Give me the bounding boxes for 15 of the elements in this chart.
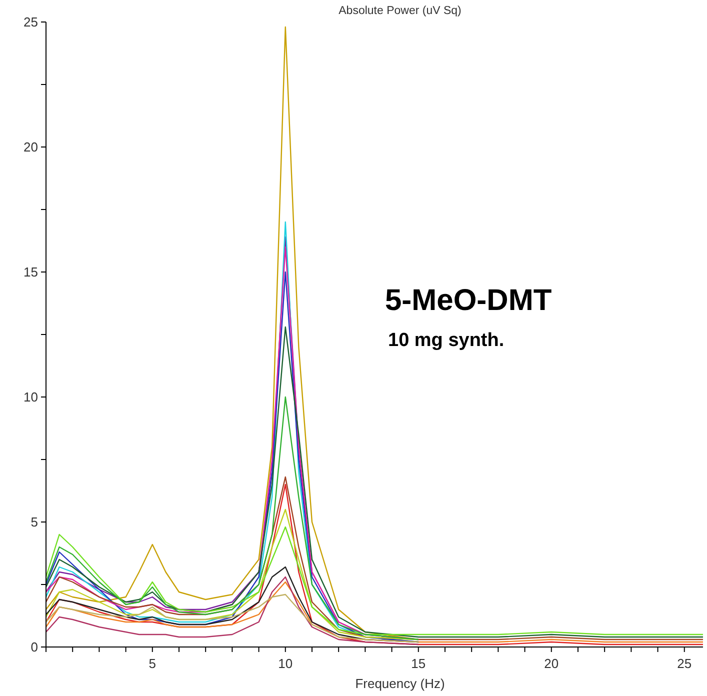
y-tick-label: 25: [24, 14, 38, 30]
y-tick-label: 0: [30, 640, 38, 655]
annotation: 5-MeO-DMT: [385, 284, 552, 317]
annotation: 10 mg synth.: [388, 330, 504, 351]
y-tick-label: 10: [24, 390, 38, 405]
y-tick-label: 20: [24, 140, 38, 155]
chart-title: Absolute Power (uV Sq): [338, 5, 462, 17]
y-tick-label: 15: [24, 264, 38, 280]
x-tick-label: 25: [677, 656, 692, 671]
y-tick-label: 5: [30, 514, 38, 530]
x-tick-label: 20: [544, 656, 559, 671]
x-tick-label: 15: [411, 656, 426, 671]
x-tick-label: 5: [148, 656, 156, 671]
x-axis-title: Frequency (Hz): [355, 676, 445, 691]
x-tick-label: 10: [278, 656, 293, 671]
